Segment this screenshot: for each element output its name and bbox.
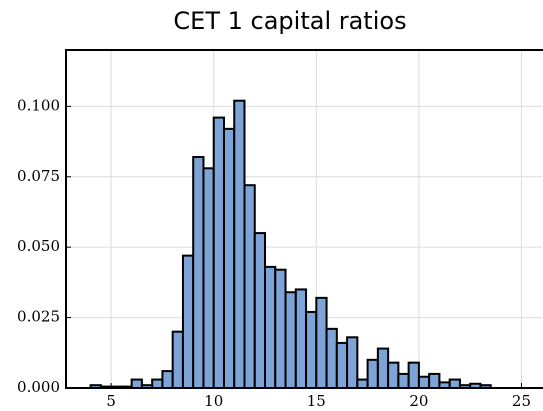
chart-title: CET 1 capital ratios — [173, 7, 406, 35]
x-tick-label: 5 — [106, 392, 116, 410]
bar — [325, 327, 338, 390]
y-tick-label: 0.100 — [17, 96, 60, 114]
y-tick-label: 0.025 — [17, 308, 60, 326]
bar — [294, 288, 308, 389]
bar — [346, 336, 359, 389]
bar — [161, 370, 174, 390]
bar — [356, 378, 369, 389]
bar — [171, 330, 184, 389]
bar — [264, 265, 277, 389]
bar — [130, 378, 143, 389]
bar — [284, 291, 297, 390]
bar — [212, 116, 225, 389]
x-tick-label: 25 — [512, 392, 531, 410]
bar — [407, 361, 420, 389]
x-tick-label: 20 — [409, 392, 428, 410]
bar — [428, 372, 441, 389]
bar — [233, 99, 246, 389]
bar — [315, 296, 328, 389]
bar — [366, 358, 379, 390]
x-tick-label: 15 — [307, 392, 326, 410]
bar — [253, 232, 267, 389]
y-tick-label: 0.050 — [17, 237, 60, 255]
y-tick-label: 0.075 — [17, 167, 60, 185]
bar — [181, 254, 195, 389]
bar — [376, 347, 390, 390]
bar — [151, 378, 164, 389]
plot-frame — [65, 49, 543, 389]
x-tick-label: 10 — [204, 392, 223, 410]
bar — [397, 372, 410, 389]
bar — [335, 341, 349, 389]
bar — [274, 268, 287, 390]
y-tick-label: 0.000 — [17, 378, 60, 396]
bar — [417, 375, 431, 390]
bar — [192, 156, 205, 389]
bar — [387, 361, 400, 389]
bar — [305, 310, 318, 390]
bar — [243, 184, 256, 389]
bar — [222, 127, 236, 389]
bar — [448, 378, 461, 389]
bar — [202, 167, 215, 389]
